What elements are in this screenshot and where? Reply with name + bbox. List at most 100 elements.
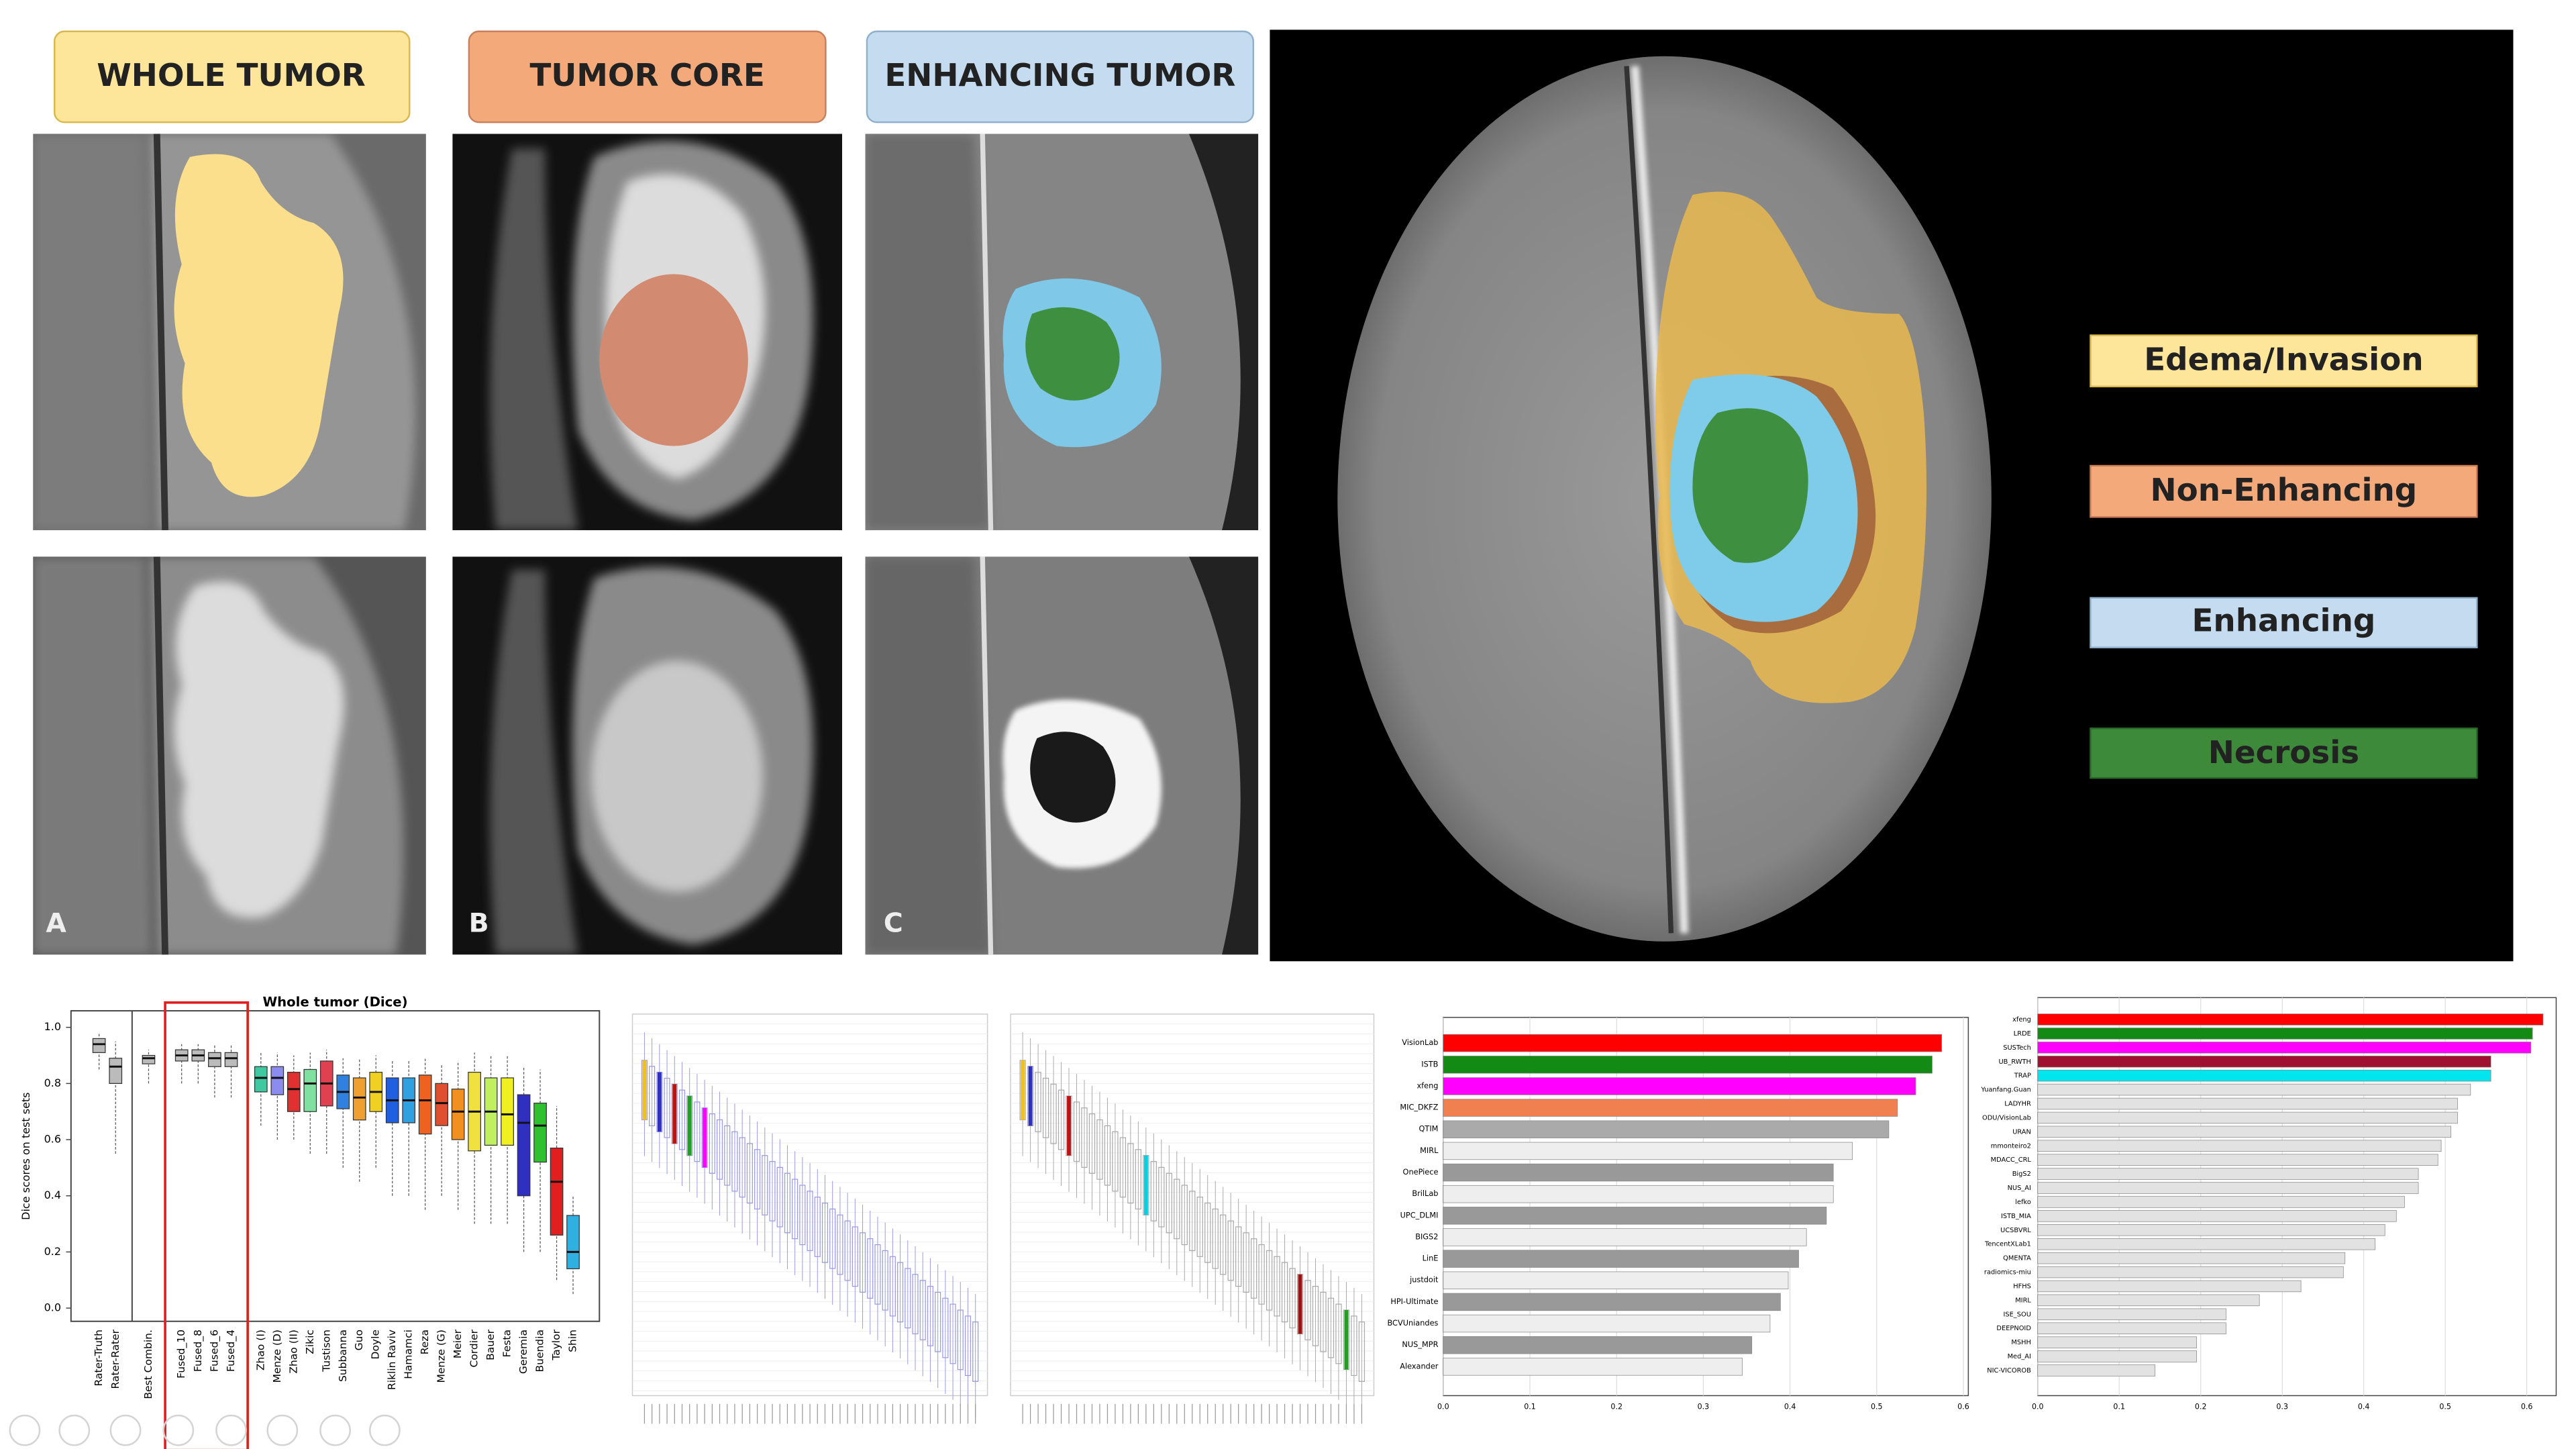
thumbnail-box <box>844 1220 851 1281</box>
thumbnail-box <box>889 1256 896 1317</box>
toolbar-button[interactable] <box>266 1414 299 1446</box>
bar <box>2037 1350 2198 1362</box>
thumbnail-box <box>1135 1149 1142 1210</box>
thumbnail-box <box>821 1202 829 1263</box>
thumbnail-box <box>1112 1131 1119 1192</box>
y-tick-label: URAN <box>2012 1128 2031 1136</box>
y-tick-label: 0.6 <box>44 1133 61 1146</box>
box <box>501 1077 514 1146</box>
chart-title: Whole tumor (Dice) <box>262 994 407 1009</box>
thumbnail-box <box>1127 1143 1134 1204</box>
x-tick-label: Menze (G) <box>435 1330 448 1383</box>
y-tick-label: NUS_AI <box>2008 1185 2031 1192</box>
x-tick-label: Menze (D) <box>271 1330 283 1383</box>
x-tick-label: Cordier <box>468 1329 480 1367</box>
legend-box <box>2090 728 2478 779</box>
toolbar-button[interactable] <box>109 1414 142 1446</box>
panel-letter: A <box>46 908 66 939</box>
thumbnail-box <box>1351 1315 1357 1377</box>
bar <box>2037 1224 2385 1236</box>
thumbnail-box <box>1189 1191 1196 1252</box>
bar <box>2037 1069 2491 1082</box>
box <box>109 1058 123 1084</box>
toolbar-button[interactable] <box>9 1414 41 1446</box>
label-box <box>53 30 411 123</box>
thumbnail-box <box>912 1274 919 1335</box>
y-tick-label: justdoit <box>1409 1275 1439 1285</box>
bar <box>2037 1196 2405 1208</box>
x-tick-label: Taylor <box>550 1329 562 1360</box>
y-tick-label: LRDE <box>2014 1030 2031 1038</box>
thumbnail-box <box>1335 1303 1342 1364</box>
thumbnail-accent <box>1143 1155 1148 1215</box>
thumbnail-box <box>1243 1232 1249 1293</box>
thumbnail-box <box>678 1089 686 1150</box>
bar <box>2037 1280 2302 1293</box>
x-tick-label: Festa <box>501 1330 513 1357</box>
y-tick-label: QTIM <box>1419 1124 1439 1134</box>
y-tick-label: 0.4 <box>44 1189 61 1201</box>
toolbar-button[interactable] <box>162 1414 195 1446</box>
mri-tile <box>33 556 426 955</box>
y-tick-label: OnePiece <box>1403 1167 1439 1177</box>
bar <box>1443 1271 1789 1289</box>
thumbnail-box <box>739 1137 745 1198</box>
y-tick-label: lefko <box>2015 1199 2031 1206</box>
thumbnail-box <box>860 1232 866 1293</box>
bar <box>2037 1238 2376 1250</box>
x-tick-label: Fused_10 <box>175 1330 188 1379</box>
x-tick-label: 0.0 <box>2032 1403 2044 1411</box>
box <box>451 1089 465 1140</box>
x-tick-label: 0.0 <box>1437 1403 1449 1411</box>
box <box>517 1094 531 1197</box>
thumbnail-accent <box>657 1072 662 1132</box>
y-tick-label: MIRL <box>2015 1297 2031 1304</box>
y-tick-label: MSHH <box>2011 1339 2031 1346</box>
bar <box>1443 1056 1933 1074</box>
thumbnail-box <box>1327 1297 1335 1358</box>
x-tick-label: Rater-Truth <box>93 1330 105 1386</box>
box <box>92 1038 106 1053</box>
bar <box>1443 1207 1827 1225</box>
highlight-box <box>164 1001 249 1449</box>
thumbnail-box <box>1212 1208 1219 1269</box>
toolbar-button[interactable] <box>319 1414 351 1446</box>
bar <box>2037 1266 2344 1279</box>
x-tick-label: Geremia <box>517 1330 529 1374</box>
x-tick-label: 0.6 <box>1957 1403 1969 1411</box>
thumbnail-box <box>1050 1083 1057 1144</box>
box <box>224 1052 238 1067</box>
thumbnail-box <box>1081 1107 1088 1168</box>
thumbnail-box <box>1042 1077 1049 1138</box>
thumbnail-box <box>1196 1197 1203 1257</box>
panel-letter: C <box>884 908 903 939</box>
thumbnail-box <box>1119 1137 1127 1198</box>
y-tick-label: ISTB <box>1421 1059 1438 1068</box>
y-tick-label: TencentXLab1 <box>1984 1241 2031 1248</box>
thumbnail-box <box>1058 1089 1065 1150</box>
box <box>208 1052 221 1067</box>
bar <box>1443 1120 1890 1138</box>
toolbar-button[interactable] <box>58 1414 91 1446</box>
y-tick-label: 0.8 <box>44 1077 61 1089</box>
bar <box>1443 1293 1781 1311</box>
thumbnail-box <box>784 1172 790 1234</box>
thumbnail-box <box>1358 1321 1366 1382</box>
toolbar-button[interactable] <box>215 1414 247 1446</box>
x-tick-label: Fused_6 <box>208 1330 221 1372</box>
x-tick-label: 0.1 <box>2113 1403 2125 1411</box>
bar <box>2037 1182 2419 1194</box>
thumbnail-accent <box>1028 1066 1033 1126</box>
toolbar-button[interactable] <box>369 1414 401 1446</box>
thumbnail-box <box>731 1131 738 1192</box>
thumbnail-box <box>874 1244 881 1305</box>
bar <box>2037 1294 2260 1307</box>
y-tick-label: NUS_MPR <box>1402 1340 1438 1349</box>
y-tick-label: BigS2 <box>2012 1170 2031 1178</box>
thumbnail-box <box>1304 1280 1311 1340</box>
y-tick-label: BCVUniandes <box>1388 1318 1439 1328</box>
mri-tile <box>865 556 1259 955</box>
y-tick-label: MDACC_CRL <box>1991 1156 2032 1164</box>
y-axis-label: Dice scores on test sets <box>19 1092 32 1219</box>
